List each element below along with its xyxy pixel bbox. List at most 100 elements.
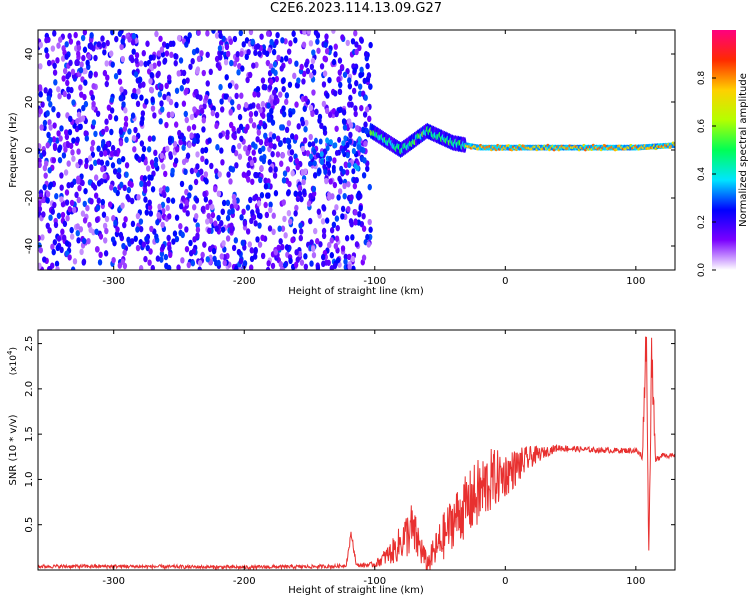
spectrogram-cell [345,151,350,159]
spectrogram-cell [40,234,45,241]
spectrogram-cell [276,244,281,251]
spectrogram-cell [329,227,335,234]
spectrogram-cell [224,74,229,81]
spectrogram-cell [334,204,339,211]
spectrogram-cell [219,39,224,47]
spectrogram-cell [236,103,242,111]
spectrogram-cell [141,145,147,153]
spectrogram-cell [306,200,312,207]
spectrogram-cell [87,53,92,60]
spectrogram-cell [109,50,114,57]
spectrogram-cell [297,190,303,197]
spectrogram-cell [320,218,326,225]
spectrogram-cell [156,70,161,77]
spectrogram-cell [59,196,64,203]
spectrogram-cell [305,150,311,157]
spectrogram-cell [194,197,200,204]
spectrogram-cell [62,220,68,228]
spectrogram-cell [237,113,243,121]
spectrogram-cell [110,162,116,169]
spectrogram-cell [272,61,278,68]
spectrogram-cell [178,138,183,146]
spectrogram-cell [315,264,321,270]
spectrogram-cell [269,38,274,46]
spectrogram-cell [46,59,52,67]
spectrogram-cell [63,146,68,153]
spectrogram-cell [225,214,231,222]
spectrogram-cell [119,181,124,189]
spectrogram-cell [271,48,277,56]
spectrogram-cell [139,94,144,101]
spectrogram-cell [158,35,163,42]
spectrogram-cell [278,261,284,268]
spectrogram-cell [102,222,108,230]
spectrogram-cell [350,255,356,263]
spectrogram-cell [120,155,126,163]
spectrogram-cell [249,159,255,167]
spectrogram-cell [235,55,240,63]
spectrogram-cell [195,67,200,75]
spectrogram-cell [195,163,200,170]
spectrogram-cell [308,72,314,79]
spectrogram-cell [311,185,317,193]
spectrogram-cell [199,50,204,57]
spectrogram-cell [353,209,358,216]
spectrogram-cell [150,105,156,112]
spectrogram-cell [249,217,254,225]
spectrogram-cell [244,53,249,61]
spectrogram-cell [357,44,362,52]
spectrogram-cell [164,121,169,129]
spectrogram-cell [357,83,363,90]
spectrogram-cell [341,118,347,125]
spectrogram-cell [164,82,169,90]
spectrogram-cell [141,50,146,57]
spectrogram-cell [347,83,353,90]
spectrogram-cell [150,264,155,270]
spectrogram-cell [131,134,137,142]
spectrogram-cell [273,249,279,256]
spectrogram-cell [65,79,70,87]
spectrogram-cell [167,213,172,220]
spectrogram-cell [363,121,368,128]
spectrogram-cell [178,223,183,230]
spectrogram-cell [314,108,319,116]
spectrogram-cell [308,160,313,167]
spectrogram-cell [280,152,286,159]
spectrogram-cell [288,257,293,265]
spectrogram-cell [101,41,106,49]
spectrogram-cell [216,259,221,267]
spectrogram-cell [209,162,214,170]
spectrogram-cell [94,246,100,253]
spectrogram-cell [66,160,71,167]
spectrogram-cell [170,197,176,204]
spectrogram-cell [328,178,333,185]
spectrogram-cell [104,227,109,235]
spectrogram-cell [270,262,276,270]
spectrogram-cell [327,162,332,169]
spectrogram-y-axis: -40 -20 0 20 40 [24,48,675,254]
spectrogram-cell [248,196,253,204]
spectrogram-cell [321,204,326,211]
spectrogram-cell [331,58,337,66]
spectrogram-cell [81,258,87,265]
spectrogram-cell [199,108,205,115]
spectrogram-cell [268,166,273,173]
spectrogram-cell [265,30,271,37]
spectrogram-cell [286,189,291,196]
spectrogram-cell [316,47,321,54]
spectrogram-cell [273,69,278,77]
spectrogram-cell [57,146,62,153]
spectrogram-cell [195,232,200,239]
y-tick-label: 20 [24,96,35,109]
spectrogram-cell [142,187,148,194]
spectrogram-cell [78,226,84,233]
spectrogram-cell [57,156,63,164]
spectrogram-cell [294,60,299,67]
spectrogram-cell [111,256,116,264]
spectrogram-cell [170,167,175,175]
spectrogram-cell [130,92,136,100]
spectrogram-cell [268,206,273,214]
spectrogram-cell [80,179,85,187]
spectrogram-cell [64,53,69,60]
spectrogram-cell [163,253,169,261]
